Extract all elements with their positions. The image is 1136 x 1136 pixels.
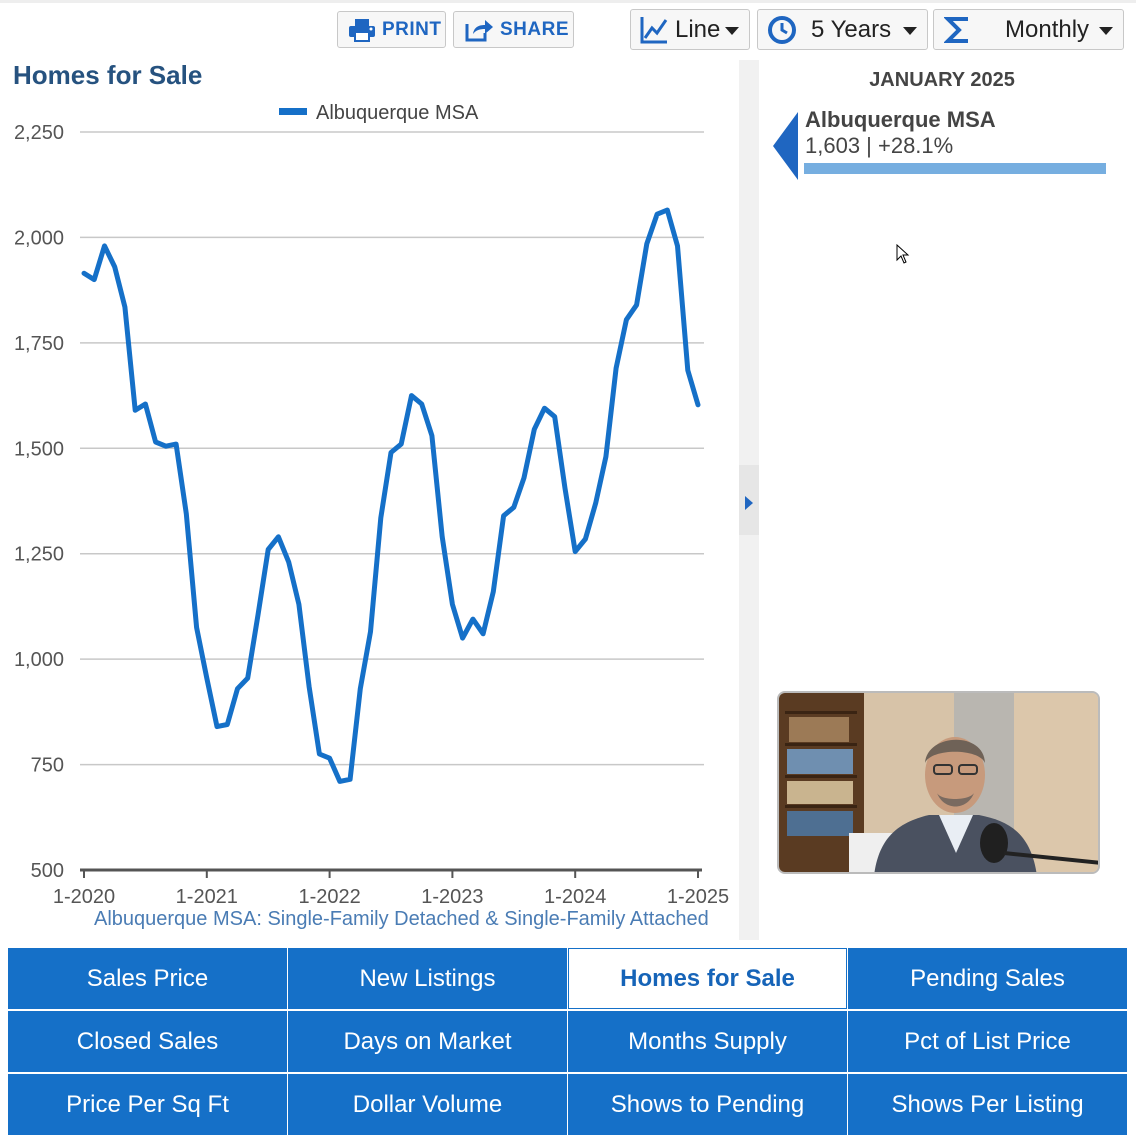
- printer-icon: [349, 18, 375, 42]
- nav-button-price-per-sq-ft[interactable]: Price Per Sq Ft: [8, 1074, 287, 1135]
- chart-subtitle: Albuquerque MSA: Single-Family Detached …: [94, 908, 709, 930]
- share-icon: [465, 19, 493, 41]
- webcam-video-overlay[interactable]: [777, 691, 1100, 874]
- nav-button-sales-price[interactable]: Sales Price: [8, 948, 287, 1009]
- nav-button-months-supply[interactable]: Months Supply: [568, 1011, 847, 1072]
- y-tick-label: 500: [31, 860, 64, 882]
- legend-swatch: [279, 108, 307, 115]
- chevron-right-icon[interactable]: [745, 496, 753, 510]
- nav-button-homes-for-sale[interactable]: Homes for Sale: [568, 948, 847, 1009]
- nav-button-shows-to-pending[interactable]: Shows to Pending: [568, 1074, 847, 1135]
- line-chart-icon: [640, 16, 668, 43]
- x-tick-label: 1-2024: [544, 886, 606, 908]
- nav-button-shows-per-listing[interactable]: Shows Per Listing: [848, 1074, 1127, 1135]
- y-tick-label: 1,250: [14, 544, 64, 566]
- line-chart: 500 750 1,000 1,250 1,500 1,750 2,000 2,250 1-20…: [14, 102, 729, 908]
- print-label: PRINT: [382, 18, 442, 40]
- clock-icon: [768, 15, 796, 44]
- print-button[interactable]: PRINT: [337, 11, 446, 48]
- nav-button-pct-of-list-price[interactable]: Pct of List Price: [848, 1011, 1127, 1072]
- selection-marker-icon: [773, 112, 798, 180]
- x-tick-label: 1-2025: [667, 886, 729, 908]
- detail-region-value: 1,603 | +28.1%: [805, 133, 954, 158]
- y-tick-label: 1,750: [14, 333, 64, 355]
- y-tick-label: 1,500: [14, 438, 64, 460]
- x-tick-label: 1-2020: [53, 886, 115, 908]
- y-tick-label: 2,250: [14, 122, 64, 144]
- series-line: [81, 207, 701, 784]
- interval-dropdown[interactable]: Monthly: [933, 9, 1124, 50]
- x-tick-label: 1-2022: [298, 886, 360, 908]
- nav-button-closed-sales[interactable]: Closed Sales: [8, 1011, 287, 1072]
- presenter-video-frame: [779, 693, 1098, 872]
- top-border: [0, 0, 1136, 3]
- sigma-icon: [944, 16, 968, 43]
- nav-button-dollar-volume[interactable]: Dollar Volume: [288, 1074, 567, 1135]
- range-dropdown[interactable]: 5 Years: [757, 9, 928, 50]
- nav-button-days-on-market[interactable]: Days on Market: [288, 1011, 567, 1072]
- chevron-down-icon: [725, 27, 739, 35]
- nav-button-new-listings[interactable]: New Listings: [288, 948, 567, 1009]
- x-tick-label: 1-2023: [421, 886, 483, 908]
- y-tick-label: 1,000: [14, 649, 64, 671]
- chevron-down-icon: [903, 27, 917, 35]
- y-tick-label: 2,000: [14, 227, 64, 249]
- legend-label: Albuquerque MSA: [316, 102, 479, 124]
- nav-button-pending-sales[interactable]: Pending Sales: [848, 948, 1127, 1009]
- detail-region-bar: [804, 163, 1106, 174]
- range-label: 5 Years: [811, 15, 892, 43]
- interval-label: Monthly: [1005, 15, 1090, 43]
- chevron-down-icon: [1099, 27, 1113, 35]
- x-tick-label: 1-2021: [176, 886, 238, 908]
- mouse-cursor-icon: [896, 244, 910, 264]
- chart-type-dropdown[interactable]: Line: [630, 9, 750, 50]
- detail-period: JANUARY 2025: [869, 69, 1015, 91]
- share-button[interactable]: SHARE: [453, 11, 574, 48]
- chart-type-label: Line: [675, 15, 721, 43]
- detail-region-name: Albuquerque MSA: [805, 107, 996, 132]
- share-label: SHARE: [500, 18, 570, 40]
- y-tick-label: 750: [31, 755, 64, 777]
- chart-title: Homes for Sale: [13, 60, 203, 90]
- metric-navigation: Sales Price New Listings Homes for Sale Pen…: [8, 948, 1128, 1136]
